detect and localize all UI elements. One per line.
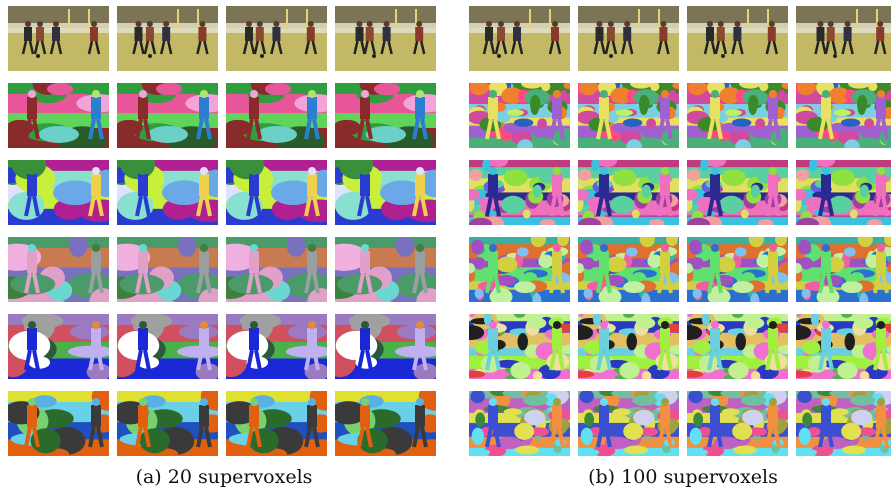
segmentation-frame-b-r2-f2 [578,83,679,148]
segmentation-frame-a-r3-f2 [117,160,218,225]
segmentation-frame-a-r4-f3 [226,237,327,302]
segmentation-frame-a-r2-f2 [117,83,218,148]
caption-b: (b) 100 supervoxels [588,466,778,488]
segmentation-frame-a-r4-f1 [8,237,109,302]
segmentation-frame-b-r6-f3 [687,391,788,456]
segmentation-frame-b-r5-f4 [796,314,891,379]
segmentation-frame-a-r2-f4 [335,83,436,148]
video-frame-b-r1-f1 [469,6,570,71]
video-frame-a-r1-f4 [335,6,436,71]
panel-100-supervoxels [469,6,891,456]
video-frame-b-r1-f3 [687,6,788,71]
segmentation-frame-b-r5-f1 [469,314,570,379]
segmentation-frame-a-r2-f3 [226,83,327,148]
segmentation-frame-a-r5-f4 [335,314,436,379]
segmentation-frame-b-r2-f3 [687,83,788,148]
segmentation-frame-a-r5-f2 [117,314,218,379]
segmentation-frame-a-r5-f3 [226,314,327,379]
image-grid-a [8,6,436,456]
video-frame-a-r1-f1 [8,6,109,71]
video-frame-b-r1-f2 [578,6,679,71]
segmentation-frame-b-r3-f2 [578,160,679,225]
segmentation-frame-b-r2-f1 [469,83,570,148]
segmentation-frame-b-r3-f1 [469,160,570,225]
segmentation-frame-b-r2-f4 [796,83,891,148]
segmentation-frame-a-r5-f1 [8,314,109,379]
caption-a: (a) 20 supervoxels [135,466,313,488]
segmentation-frame-b-r3-f3 [687,160,788,225]
segmentation-frame-a-r6-f1 [8,391,109,456]
segmentation-frame-a-r6-f3 [226,391,327,456]
video-frame-b-r1-f4 [796,6,891,71]
segmentation-frame-b-r4-f2 [578,237,679,302]
segmentation-frame-a-r3-f4 [335,160,436,225]
segmentation-frame-a-r4-f2 [117,237,218,302]
video-frame-a-r1-f2 [117,6,218,71]
segmentation-frame-b-r6-f1 [469,391,570,456]
image-grid-b [469,6,891,456]
segmentation-frame-b-r5-f3 [687,314,788,379]
panel-20-supervoxels [8,6,436,456]
segmentation-frame-b-r4-f1 [469,237,570,302]
segmentation-frame-b-r6-f2 [578,391,679,456]
segmentation-frame-a-r6-f4 [335,391,436,456]
segmentation-frame-a-r3-f3 [226,160,327,225]
segmentation-frame-a-r6-f2 [117,391,218,456]
segmentation-frame-a-r4-f4 [335,237,436,302]
segmentation-frame-b-r6-f4 [796,391,891,456]
segmentation-frame-b-r5-f2 [578,314,679,379]
segmentation-frame-a-r2-f1 [8,83,109,148]
segmentation-frame-a-r3-f1 [8,160,109,225]
segmentation-frame-b-r3-f4 [796,160,891,225]
segmentation-frame-b-r4-f3 [687,237,788,302]
segmentation-frame-b-r4-f4 [796,237,891,302]
video-frame-a-r1-f3 [226,6,327,71]
